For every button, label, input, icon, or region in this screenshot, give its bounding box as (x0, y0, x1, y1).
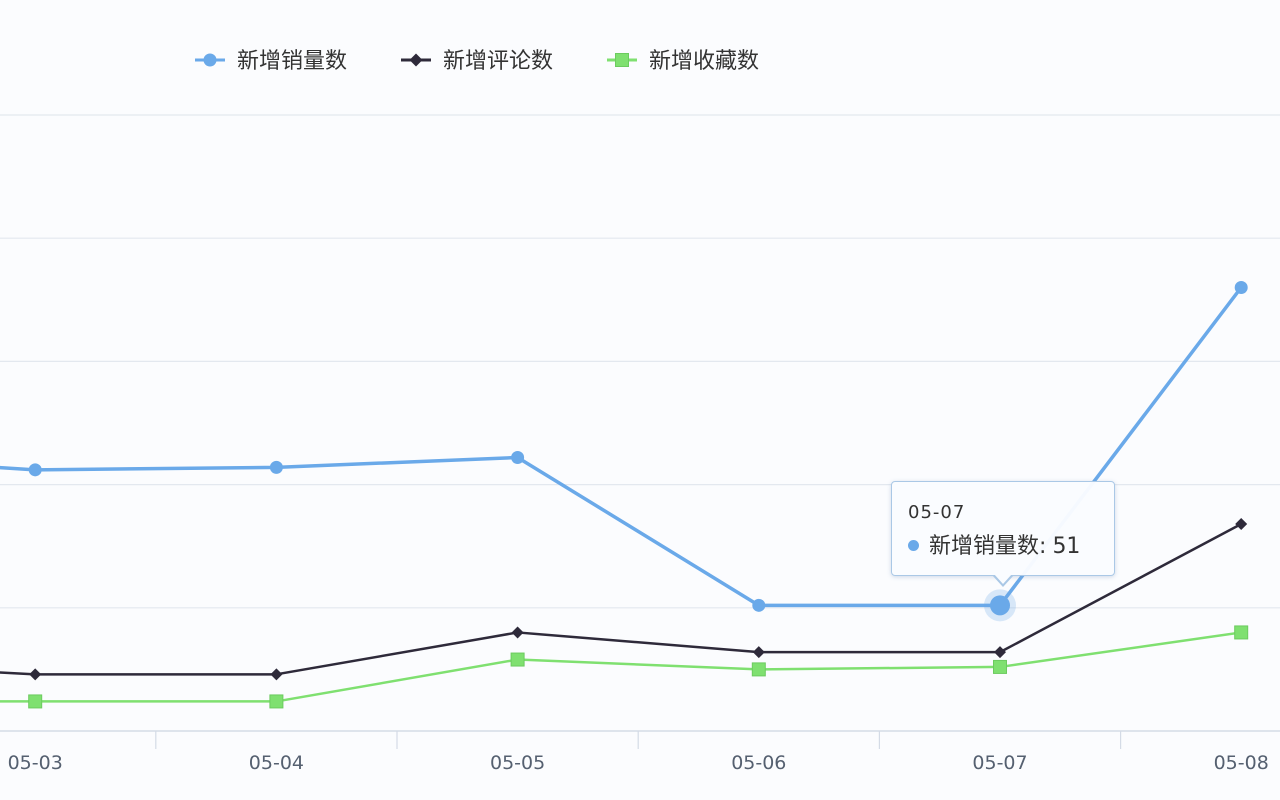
series-line-3 (0, 631, 1242, 703)
legend-label: 新增销量数 (237, 49, 347, 74)
legend-marker (615, 53, 629, 67)
tooltip-series-dot (908, 539, 919, 551)
data-point[interactable] (752, 598, 766, 612)
tooltip-separator: : (1039, 534, 1047, 559)
data-point[interactable] (28, 463, 42, 477)
data-point[interactable] (270, 668, 283, 681)
legend-item[interactable]: 新增收藏数 (607, 49, 759, 74)
data-point[interactable] (29, 668, 42, 681)
legend-marker (203, 53, 217, 67)
x-axis: 05-03 05-04 05-05 05-06 05-07 05-08 (8, 731, 1269, 774)
x-tick-label: 05-03 (8, 752, 63, 774)
legend-label: 新增收藏数 (649, 49, 759, 74)
legend-item[interactable]: 新增评论数 (401, 49, 553, 74)
x-tick-label: 05-05 (490, 752, 545, 774)
tooltip-series-name: 新增销量数 (929, 534, 1040, 559)
data-point[interactable] (1235, 518, 1248, 531)
data-point[interactable] (511, 626, 524, 639)
legend[interactable]: 新增销量数 新增评论数 新增收藏数 (195, 49, 759, 74)
data-point[interactable] (511, 450, 525, 464)
data-point[interactable] (1234, 625, 1249, 640)
tooltip-row: 新增销量数: 51 (908, 528, 1080, 560)
tooltip-arrow-inner (994, 574, 1012, 584)
data-point[interactable] (752, 646, 765, 659)
legend-marker (409, 53, 423, 67)
x-tick-label: 05-06 (731, 752, 786, 774)
series-markers[interactable] (28, 280, 1249, 709)
x-tick-label: 05-04 (249, 752, 304, 774)
legend-label: 新增评论数 (443, 49, 553, 74)
x-tick-label: 05-08 (1214, 752, 1269, 774)
tooltip: 05-07 新增销量数: 51 (891, 481, 1115, 587)
highlighted-point[interactable] (990, 595, 1010, 616)
data-point[interactable] (1234, 280, 1248, 294)
x-tick-label: 05-07 (972, 752, 1027, 774)
data-point[interactable] (28, 694, 43, 709)
data-point[interactable] (269, 460, 283, 474)
grid-lines (0, 114, 1280, 732)
data-point[interactable] (510, 652, 525, 667)
data-point[interactable] (751, 662, 766, 677)
tooltip-date: 05-07 (908, 502, 966, 523)
tooltip-value: 51 (1052, 534, 1081, 559)
legend-item[interactable]: 新增销量数 (195, 49, 347, 74)
data-point[interactable] (269, 694, 284, 709)
data-point[interactable] (993, 659, 1007, 674)
data-point[interactable] (994, 646, 1006, 659)
